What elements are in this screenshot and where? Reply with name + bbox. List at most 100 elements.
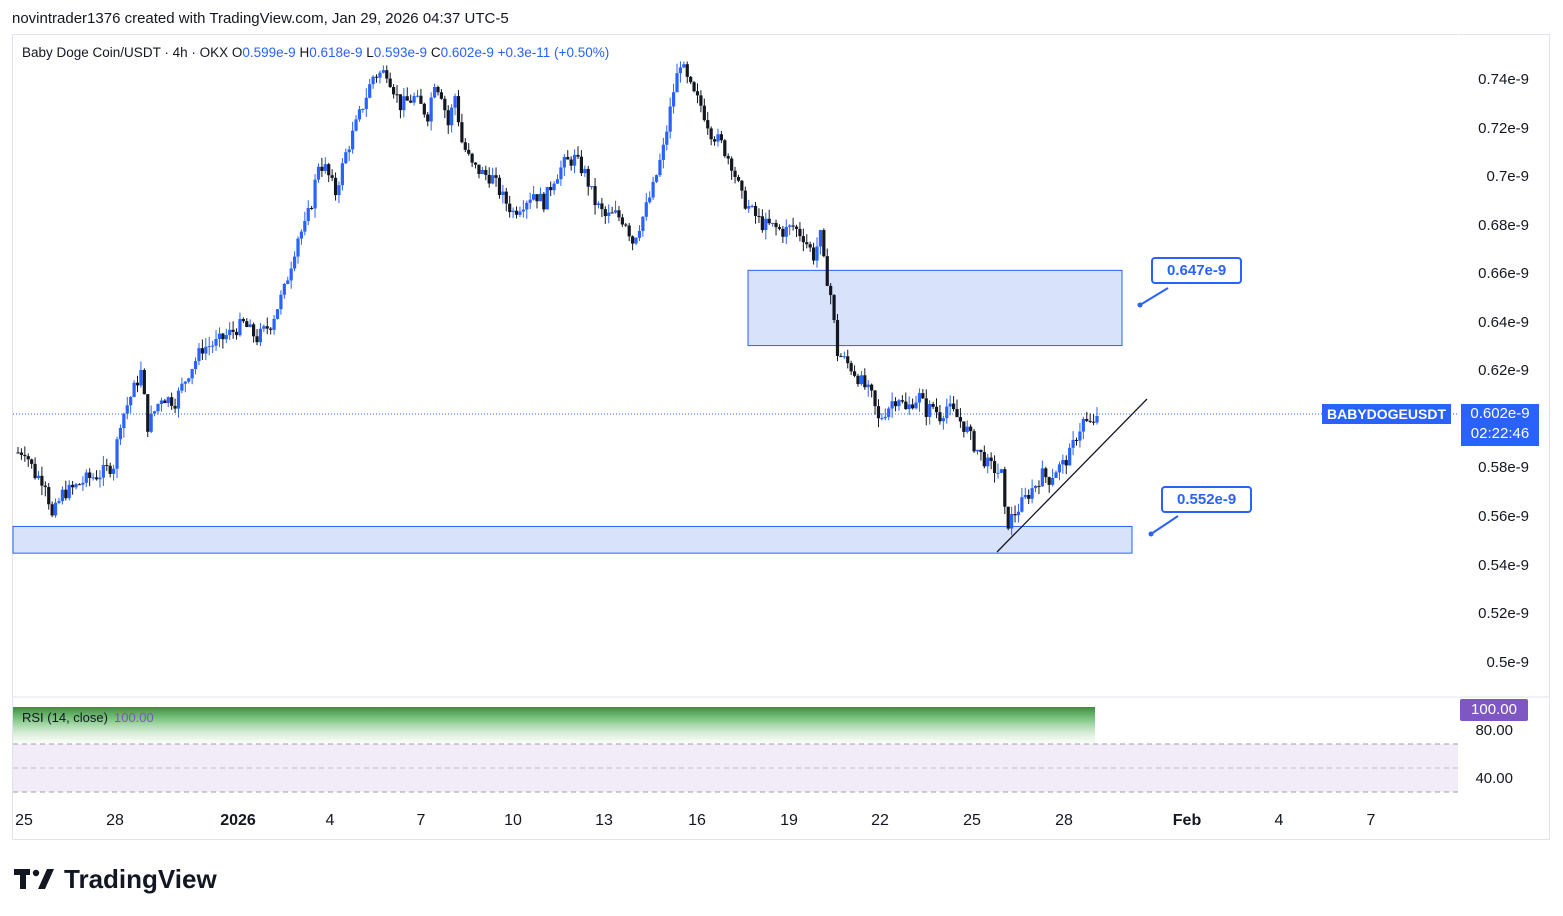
candle	[67, 480, 71, 501]
candle	[129, 395, 133, 414]
candle	[1030, 479, 1034, 504]
time-tick-label: 7	[416, 812, 426, 829]
candle	[508, 195, 512, 218]
candle	[176, 387, 181, 418]
candle	[149, 405, 153, 434]
candle	[1068, 443, 1072, 466]
candle	[641, 216, 645, 237]
candle	[1047, 476, 1051, 493]
callout-upper-pointer	[1139, 287, 1169, 306]
candle	[402, 88, 406, 118]
candle	[1071, 431, 1075, 456]
candle	[183, 380, 187, 393]
candle	[559, 160, 563, 186]
candle	[173, 398, 177, 413]
candle	[948, 395, 952, 416]
candle	[323, 157, 327, 174]
candle	[187, 377, 191, 384]
candle	[545, 186, 549, 210]
candle	[634, 237, 638, 246]
candle	[460, 113, 464, 144]
time-tick-label: 22	[871, 812, 889, 829]
candle	[733, 166, 737, 184]
candle	[409, 94, 413, 104]
candle	[876, 399, 881, 428]
candle	[781, 225, 785, 243]
candle	[695, 83, 700, 104]
candle	[252, 322, 256, 343]
price-tick-label: 0.62e-9	[1478, 362, 1529, 380]
trendline[interactable]	[996, 398, 1148, 553]
callout-upper[interactable]: 0.647e-9	[1151, 257, 1243, 284]
candle	[811, 242, 816, 265]
callout-lower-anchor	[1148, 531, 1154, 537]
candle	[842, 351, 846, 360]
candle	[917, 388, 922, 412]
price-tick-label: 0.7e-9	[1486, 168, 1529, 186]
candle	[736, 174, 741, 183]
candle	[528, 192, 532, 209]
supply-demand-zone[interactable]	[747, 269, 1123, 347]
candle	[965, 420, 969, 434]
candle	[658, 153, 662, 177]
candle	[627, 222, 631, 242]
price-tick-label: 0.56e-9	[1478, 507, 1529, 525]
candle	[354, 115, 358, 132]
candle	[665, 125, 669, 151]
candle	[904, 392, 908, 410]
rsi-label: RSI (14, close)	[22, 710, 108, 725]
time-tick-label: 4	[325, 812, 335, 829]
candle	[166, 396, 170, 407]
candle	[419, 88, 423, 104]
candle	[832, 294, 836, 324]
candle	[743, 186, 747, 210]
candle	[374, 74, 379, 83]
candle	[914, 395, 918, 410]
candle	[275, 308, 280, 320]
candle	[491, 167, 495, 185]
candle	[897, 398, 901, 411]
candle	[84, 469, 88, 488]
candle	[706, 112, 710, 135]
time-tick-label: 28	[1055, 812, 1073, 829]
tradingview-logo-icon	[14, 868, 54, 889]
candle	[221, 332, 225, 349]
candle	[1095, 407, 1099, 425]
legend-close-label: C	[430, 45, 441, 60]
candle	[467, 143, 471, 156]
price-tick-label: 0.72e-9	[1478, 119, 1529, 137]
candle	[572, 149, 577, 174]
candle	[368, 78, 372, 99]
legend-low-label: L	[366, 45, 374, 60]
candle	[1033, 485, 1038, 493]
candle	[678, 61, 683, 83]
candle	[774, 219, 778, 236]
candle	[426, 111, 430, 127]
candle	[617, 206, 621, 222]
supply-demand-zone[interactable]	[12, 525, 1133, 554]
candle	[846, 349, 850, 369]
candle	[88, 468, 92, 487]
candle	[405, 87, 409, 101]
candle	[412, 92, 416, 106]
candle	[347, 145, 351, 162]
candle	[777, 224, 782, 231]
candle	[501, 184, 505, 204]
callout-upper-anchor	[1137, 302, 1143, 308]
candle	[156, 403, 160, 415]
candle	[289, 261, 293, 289]
candle	[381, 65, 385, 74]
candle	[982, 445, 986, 469]
candle	[685, 61, 689, 84]
candle	[569, 156, 573, 171]
candle	[644, 193, 648, 221]
candle	[873, 389, 877, 415]
candle	[330, 169, 334, 182]
candle	[1016, 503, 1021, 523]
candle	[542, 191, 546, 213]
candle	[71, 480, 75, 495]
candle	[1020, 487, 1024, 513]
candle	[921, 388, 925, 399]
callout-lower[interactable]: 0.552e-9	[1161, 486, 1253, 513]
